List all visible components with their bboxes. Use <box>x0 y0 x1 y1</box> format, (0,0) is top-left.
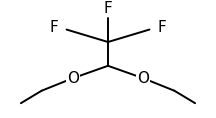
Text: O: O <box>137 71 149 86</box>
Text: F: F <box>49 20 58 35</box>
Text: F: F <box>158 20 167 35</box>
Text: O: O <box>67 71 79 86</box>
Text: F: F <box>104 1 112 16</box>
